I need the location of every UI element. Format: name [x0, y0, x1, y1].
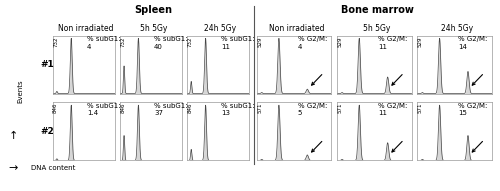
Text: % subG1:
13: % subG1: 13	[221, 103, 255, 117]
Text: 5h 5Gy: 5h 5Gy	[140, 24, 167, 33]
Text: 529: 529	[418, 36, 423, 47]
Text: 571: 571	[257, 103, 262, 113]
Text: Non irradiated: Non irradiated	[269, 24, 324, 33]
Text: 571: 571	[418, 103, 423, 113]
Text: % subG1:
37: % subG1: 37	[154, 103, 188, 117]
Text: % G2/M:
4: % G2/M: 4	[298, 36, 327, 50]
Text: 571: 571	[338, 103, 342, 113]
Text: % subG1:
40: % subG1: 40	[154, 36, 188, 50]
Text: Bone marrow: Bone marrow	[340, 5, 413, 15]
Text: 846: 846	[120, 103, 126, 113]
Text: 24h 5Gy: 24h 5Gy	[204, 24, 236, 33]
Text: 732: 732	[120, 36, 126, 47]
Text: % subG1:
4: % subG1: 4	[87, 36, 120, 50]
Text: 732: 732	[188, 36, 192, 47]
Text: % G2/M:
5: % G2/M: 5	[298, 103, 327, 117]
Text: #2: #2	[40, 127, 54, 136]
Text: % G2/M:
14: % G2/M: 14	[458, 36, 488, 50]
Text: % subG1:
1.4: % subG1: 1.4	[87, 103, 120, 117]
Text: % G2/M:
11: % G2/M: 11	[378, 103, 408, 117]
Text: ↑: ↑	[8, 131, 18, 141]
Text: 732: 732	[53, 36, 58, 47]
Text: 846: 846	[188, 103, 192, 113]
Text: 5h 5Gy: 5h 5Gy	[364, 24, 390, 33]
Text: 24h 5Gy: 24h 5Gy	[442, 24, 474, 33]
Text: 529: 529	[338, 36, 342, 47]
Text: →: →	[8, 163, 18, 173]
Text: 846: 846	[53, 103, 58, 113]
Text: 529: 529	[257, 36, 262, 47]
Text: #1: #1	[40, 60, 54, 69]
Text: % G2/M:
11: % G2/M: 11	[378, 36, 408, 50]
Text: % G2/M:
15: % G2/M: 15	[458, 103, 488, 117]
Text: Non irradiated: Non irradiated	[58, 24, 114, 33]
Text: Events: Events	[17, 80, 23, 104]
Text: % subG1:
11: % subG1: 11	[221, 36, 255, 50]
Text: DNA content: DNA content	[31, 165, 76, 171]
Text: Spleen: Spleen	[134, 5, 172, 15]
